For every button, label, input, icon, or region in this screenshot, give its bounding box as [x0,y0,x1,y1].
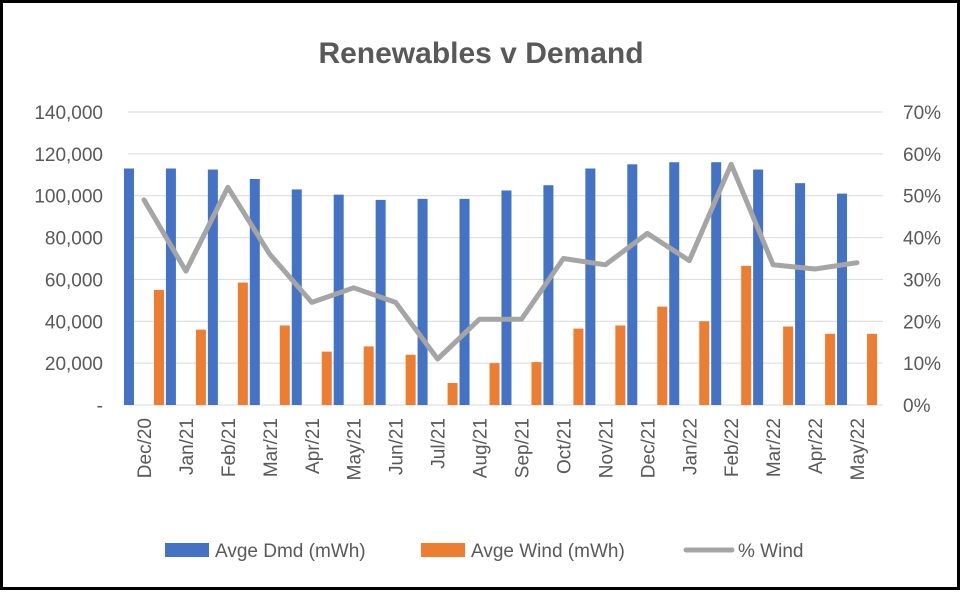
bar-demand [585,169,595,405]
right-tick-label: 60% [903,145,941,166]
bar-demand [753,170,763,405]
chart-canvas: Renewables v Demand - 20,000 40,000 60,000 8… [3,3,960,593]
right-tick-label: 10% [903,354,941,375]
bar-wind [238,283,248,405]
chart-title: Renewables v Demand [318,37,643,70]
left-tick-label: - [97,396,103,417]
bar-wind [825,334,835,405]
bar-wind [783,327,793,405]
x-tick-label: May/22 [848,418,869,480]
right-tick-label: 50% [903,187,941,208]
x-tick-label: Jan/22 [680,418,701,475]
bar-wind [154,290,164,405]
left-tick-label: 140,000 [34,103,103,124]
bar-demand [250,179,260,405]
right-tick-label: 40% [903,229,941,250]
left-tick-label: 40,000 [45,312,103,333]
left-tick-label: 100,000 [34,187,103,208]
x-tick-label: Feb/22 [722,418,743,477]
bar-wind [280,325,290,405]
left-axis-ticks: - 20,000 40,000 60,000 80,000 100,000 120,000 1… [34,103,103,417]
bar-wind [657,307,667,405]
x-tick-label: Sep/21 [512,418,533,478]
right-axis-ticks: 0% 10% 20% 30% 40% 50% 60% 70% [903,103,941,417]
x-tick-label: Jun/21 [387,418,408,475]
legend: Avge Dmd (mWh) Avge Wind (mWh) % Wind [165,541,803,562]
left-tick-label: 80,000 [45,229,103,250]
bar-demand [460,199,470,405]
bar-demand [124,169,134,405]
bar-demand [376,200,386,405]
bar-wind [699,321,709,405]
x-tick-label: May/21 [345,418,366,480]
right-tick-label: 0% [903,396,931,417]
bar-wind [490,363,500,405]
bar-wind [741,266,751,405]
right-tick-label: 30% [903,270,941,291]
bar-wind [573,329,583,405]
legend-swatch [421,543,465,557]
bar-wind [615,325,625,405]
bar-demand [543,185,553,405]
bar-demand [166,169,176,405]
left-tick-label: 120,000 [34,145,103,166]
legend-label: Avge Wind (mWh) [471,541,625,562]
bar-wind [406,355,416,405]
x-tick-label: Jul/21 [429,418,450,469]
bar-wind [531,362,541,405]
legend-label: % Wind [738,541,803,562]
bar-demand [501,190,511,405]
x-tick-label: Oct/21 [554,418,575,474]
legend-label: Avge Dmd (mWh) [215,541,366,562]
right-tick-label: 20% [903,312,941,333]
bar-demand [795,183,805,405]
bar-wind [322,352,332,405]
x-tick-label: Mar/21 [261,418,282,477]
bar-wind [448,383,458,405]
right-tick-label: 70% [903,103,941,124]
bar-demand [669,162,679,405]
bar-demand [837,194,847,405]
bar-demand [627,164,637,405]
x-tick-label: Apr/22 [806,418,827,474]
x-tick-label: Dec/20 [135,418,156,478]
bar-wind [364,346,374,405]
left-tick-label: 20,000 [45,354,103,375]
x-tick-label: Nov/21 [596,418,617,478]
x-tick-label: Jan/21 [177,418,198,475]
x-tick-label: Dec/21 [638,418,659,478]
bar-wind [196,330,206,405]
left-tick-label: 60,000 [45,270,103,291]
x-tick-label: Feb/21 [219,418,240,477]
bar-demand [334,195,344,405]
x-tick-label: Apr/21 [303,418,324,474]
x-tick-label: Mar/22 [764,418,785,477]
bar-wind [867,334,877,405]
x-axis-labels: Dec/20 Jan/21 Feb/21 Mar/21 Apr/21 May/21 Jun/… [135,418,869,480]
legend-swatch [165,543,209,557]
x-tick-label: Aug/21 [471,418,492,478]
bar-demand [292,189,302,405]
bar-demand [418,199,428,405]
